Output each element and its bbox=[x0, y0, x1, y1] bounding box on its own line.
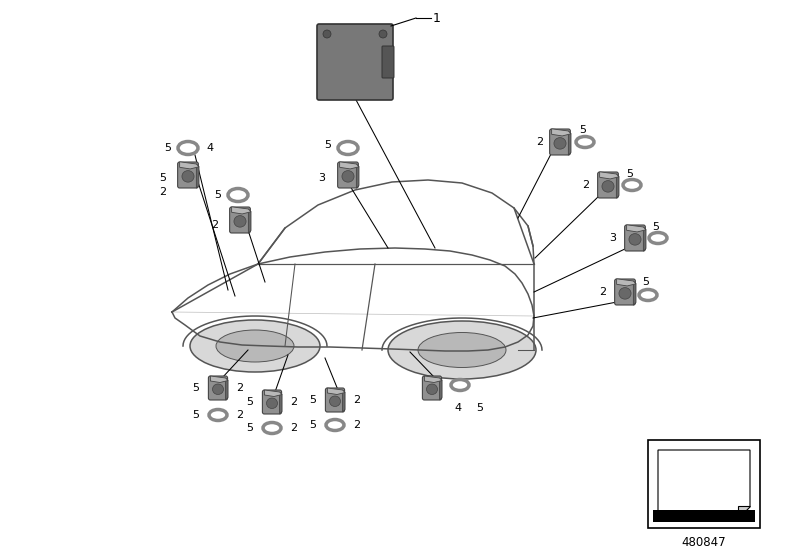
FancyBboxPatch shape bbox=[648, 440, 760, 528]
Polygon shape bbox=[327, 388, 345, 394]
Text: 5: 5 bbox=[325, 140, 331, 150]
Ellipse shape bbox=[190, 320, 320, 372]
FancyBboxPatch shape bbox=[422, 376, 442, 400]
FancyBboxPatch shape bbox=[625, 225, 646, 251]
Polygon shape bbox=[248, 209, 251, 233]
Polygon shape bbox=[658, 450, 750, 518]
FancyBboxPatch shape bbox=[262, 390, 282, 414]
Circle shape bbox=[379, 30, 387, 38]
Text: 4: 4 bbox=[206, 143, 214, 153]
Text: 5: 5 bbox=[159, 173, 166, 183]
Text: 4: 4 bbox=[454, 403, 462, 413]
Text: 480847: 480847 bbox=[682, 535, 726, 548]
Ellipse shape bbox=[554, 138, 566, 149]
Text: 5: 5 bbox=[246, 397, 254, 407]
Text: 3: 3 bbox=[610, 233, 617, 243]
Circle shape bbox=[323, 30, 331, 38]
Text: 5: 5 bbox=[193, 410, 199, 420]
Ellipse shape bbox=[266, 398, 278, 408]
Polygon shape bbox=[226, 378, 228, 400]
Ellipse shape bbox=[330, 396, 341, 407]
Text: 5: 5 bbox=[310, 420, 317, 430]
Text: 2: 2 bbox=[354, 395, 361, 405]
FancyBboxPatch shape bbox=[338, 162, 358, 188]
Polygon shape bbox=[356, 164, 359, 188]
Polygon shape bbox=[196, 164, 199, 188]
Ellipse shape bbox=[602, 180, 614, 192]
Text: 2: 2 bbox=[354, 420, 361, 430]
Polygon shape bbox=[232, 207, 251, 214]
Polygon shape bbox=[626, 225, 646, 232]
FancyBboxPatch shape bbox=[208, 376, 227, 400]
Ellipse shape bbox=[629, 234, 641, 245]
Ellipse shape bbox=[213, 384, 223, 394]
Polygon shape bbox=[264, 390, 282, 396]
FancyBboxPatch shape bbox=[178, 162, 198, 188]
Polygon shape bbox=[617, 279, 636, 286]
Polygon shape bbox=[634, 281, 636, 305]
Text: 2: 2 bbox=[582, 180, 590, 190]
Polygon shape bbox=[342, 390, 345, 412]
Text: 5: 5 bbox=[642, 277, 650, 287]
FancyBboxPatch shape bbox=[382, 46, 394, 78]
Text: 2: 2 bbox=[211, 220, 218, 230]
Polygon shape bbox=[440, 378, 442, 400]
FancyBboxPatch shape bbox=[550, 129, 570, 155]
Text: 5: 5 bbox=[165, 143, 171, 153]
Ellipse shape bbox=[418, 333, 506, 367]
Text: 2: 2 bbox=[237, 383, 243, 393]
Text: 5: 5 bbox=[214, 190, 222, 200]
Polygon shape bbox=[616, 174, 619, 198]
Ellipse shape bbox=[216, 330, 294, 362]
Text: 5: 5 bbox=[310, 395, 317, 405]
Text: 2: 2 bbox=[237, 410, 243, 420]
FancyBboxPatch shape bbox=[653, 510, 755, 522]
Ellipse shape bbox=[426, 384, 438, 394]
Polygon shape bbox=[600, 172, 619, 179]
Text: 5: 5 bbox=[626, 169, 634, 179]
Ellipse shape bbox=[619, 288, 631, 299]
FancyBboxPatch shape bbox=[326, 388, 345, 412]
Polygon shape bbox=[552, 129, 571, 136]
Text: 2: 2 bbox=[290, 423, 298, 433]
Polygon shape bbox=[568, 131, 571, 155]
Polygon shape bbox=[424, 376, 442, 382]
Polygon shape bbox=[643, 227, 646, 251]
Polygon shape bbox=[280, 392, 282, 414]
Ellipse shape bbox=[182, 171, 194, 182]
Text: 3: 3 bbox=[318, 173, 326, 183]
Ellipse shape bbox=[388, 321, 536, 379]
Ellipse shape bbox=[234, 216, 246, 227]
Text: 2: 2 bbox=[159, 187, 166, 197]
Text: 2: 2 bbox=[290, 397, 298, 407]
Text: 1: 1 bbox=[433, 12, 441, 25]
FancyBboxPatch shape bbox=[614, 279, 635, 305]
Text: 5: 5 bbox=[246, 423, 254, 433]
Text: 5: 5 bbox=[579, 125, 586, 135]
Text: 2: 2 bbox=[537, 137, 543, 147]
Ellipse shape bbox=[342, 171, 354, 182]
Polygon shape bbox=[180, 162, 199, 169]
Text: 2: 2 bbox=[599, 287, 606, 297]
Text: 5: 5 bbox=[653, 222, 659, 232]
Polygon shape bbox=[738, 506, 750, 518]
FancyBboxPatch shape bbox=[317, 24, 393, 100]
Text: 5: 5 bbox=[477, 403, 483, 413]
Polygon shape bbox=[210, 376, 228, 382]
FancyBboxPatch shape bbox=[230, 207, 250, 233]
Text: 5: 5 bbox=[193, 383, 199, 393]
FancyBboxPatch shape bbox=[598, 172, 618, 198]
Polygon shape bbox=[340, 162, 359, 169]
